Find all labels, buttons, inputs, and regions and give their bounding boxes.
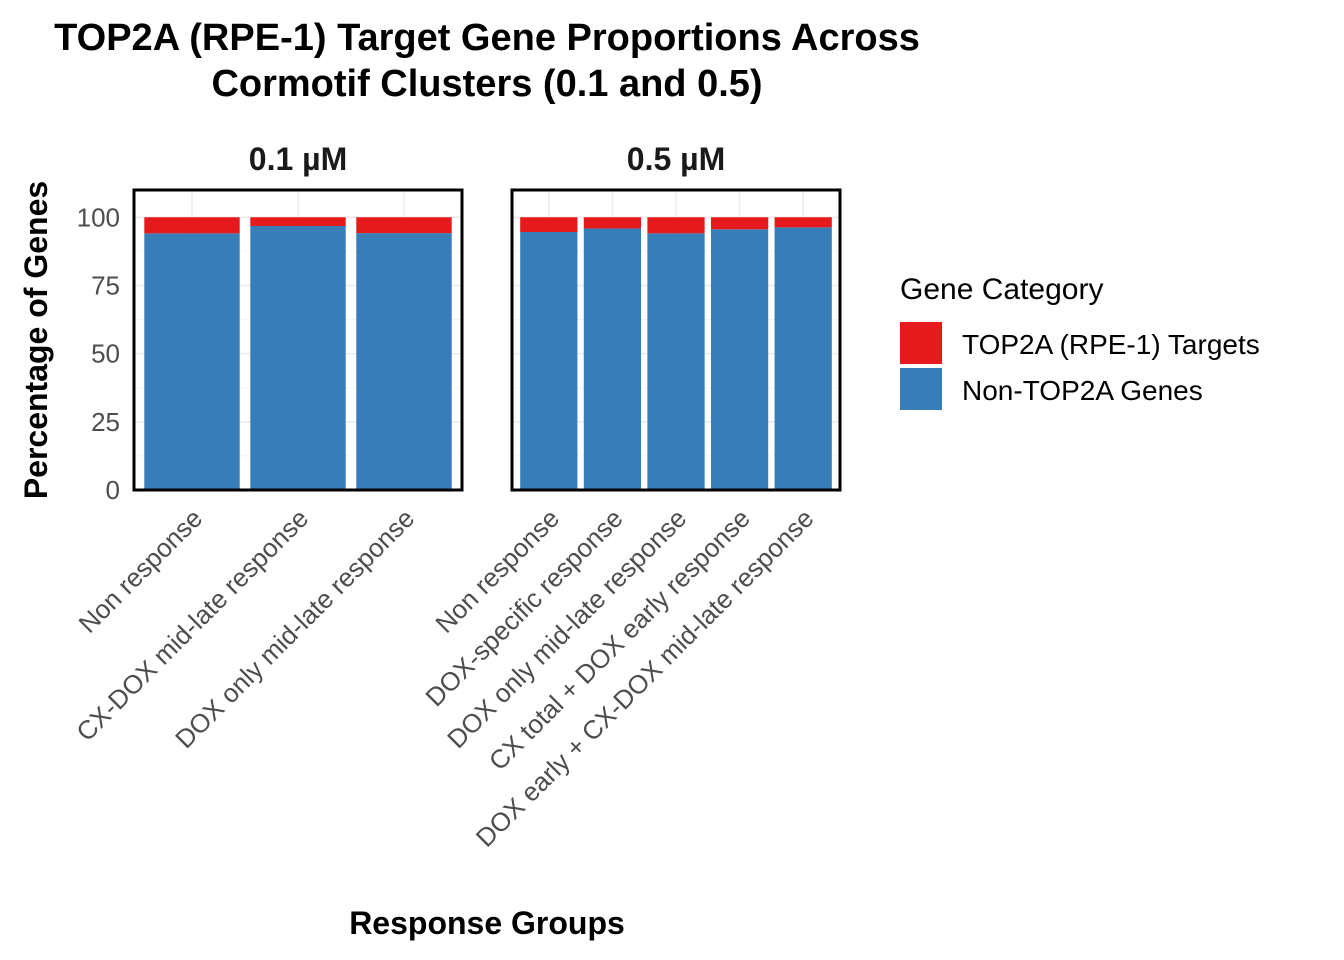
y-tick-label: 0 <box>106 475 120 505</box>
x-tick-label: DOX only mid-late response <box>441 503 692 754</box>
bar-non-top2a <box>250 226 346 490</box>
legend-key-non-top2a <box>900 368 942 410</box>
y-tick-label: 50 <box>91 339 120 369</box>
bar-non-top2a <box>647 233 705 490</box>
legend-key-top2a-targets <box>900 322 942 364</box>
bar-non-top2a <box>144 233 240 490</box>
bar-top2a-targets <box>520 217 578 232</box>
facet-strip-label: 0.1 µM <box>249 141 347 177</box>
chart-title-line-2: Cormotif Clusters (0.1 and 0.5) <box>211 63 762 105</box>
bar-non-top2a <box>356 233 452 490</box>
bar-top2a-targets <box>250 217 346 226</box>
bar-non-top2a <box>774 227 832 490</box>
bar-top2a-targets <box>144 217 240 234</box>
bar-top2a-targets <box>774 217 832 228</box>
legend: Gene Category TOP2A (RPE-1) Targets Non-T… <box>900 273 1260 410</box>
bar-top2a-targets <box>583 217 642 229</box>
bar-non-top2a <box>710 229 769 491</box>
legend-label: Non-TOP2A Genes <box>962 375 1203 406</box>
y-axis-title: Percentage of Genes <box>18 181 54 499</box>
bar-non-top2a <box>520 232 578 490</box>
bar-non-top2a <box>583 228 642 491</box>
x-axis-title: Response Groups <box>349 905 625 941</box>
chart-title-line-1: TOP2A (RPE-1) Target Gene Proportions Ac… <box>54 17 920 59</box>
legend-label: TOP2A (RPE-1) Targets <box>962 329 1260 360</box>
legend-title: Gene Category <box>900 273 1103 306</box>
y-tick-label: 100 <box>77 202 120 232</box>
bar-top2a-targets <box>710 217 769 230</box>
panel-border <box>510 188 842 492</box>
y-tick-label: 75 <box>91 270 120 300</box>
y-tick-label: 25 <box>91 407 120 437</box>
panel-border <box>132 188 464 492</box>
bar-top2a-targets <box>647 217 705 234</box>
bar-top2a-targets <box>356 217 452 234</box>
facet-strip-label: 0.5 µM <box>627 141 725 177</box>
